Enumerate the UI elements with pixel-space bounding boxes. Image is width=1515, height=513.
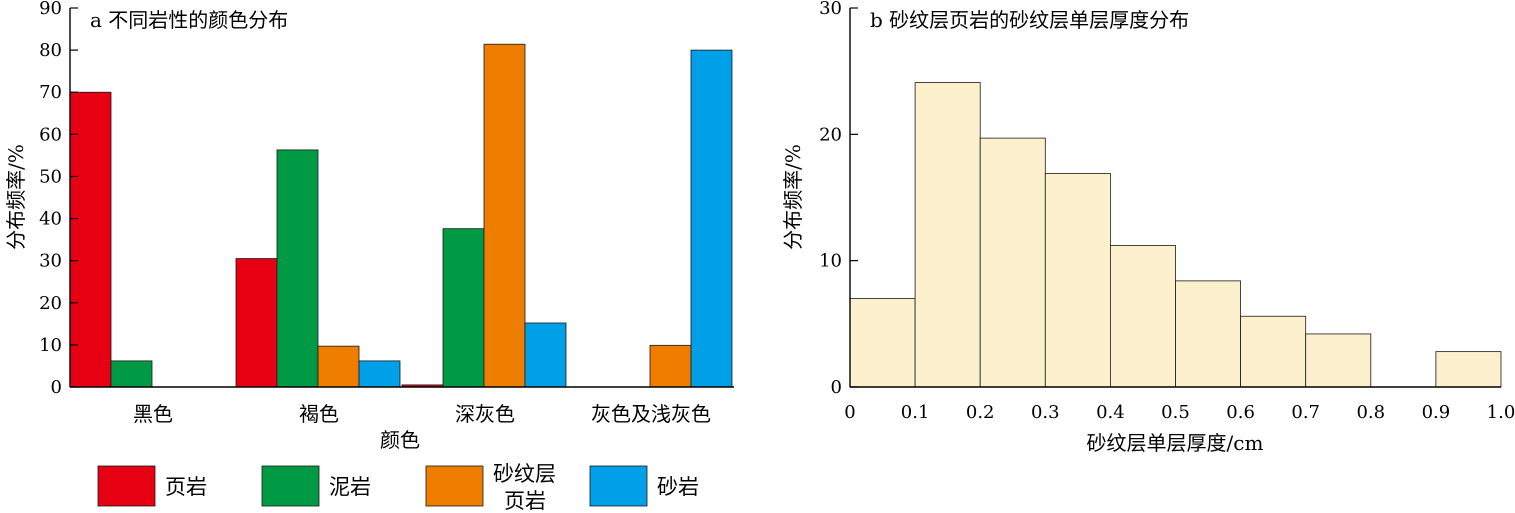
- chart-a-bar: [110, 360, 153, 388]
- chart-a-legend: 页岩 泥岩 砂纹层 页岩 砂岩: [97, 462, 699, 513]
- chart-a-y-tick-label: 70: [39, 82, 62, 103]
- chart-b-x-tick-label: 0.7: [1291, 402, 1320, 423]
- legend-swatch-shale: [97, 465, 156, 507]
- chart-a-y-tick-label: 50: [39, 166, 62, 187]
- chart-b-x-tick-label: 0.9: [1422, 402, 1451, 423]
- chart-a-bar: [317, 345, 360, 388]
- chart-b-x-tick-label: 0.4: [1096, 402, 1125, 423]
- chart-a-y-label: 分布频率/%: [4, 144, 28, 250]
- chart-b-y-tick-label: 0: [831, 377, 842, 398]
- chart-a-y-tick-label: 40: [39, 209, 62, 230]
- chart-b-histogram-bar: [914, 82, 981, 388]
- chart-a-color-distribution: a 不同岩性的颜色分布 0 10 20 30 40 50 60 70 80 90 黑色 褐色 深灰色 灰…: [4, 0, 734, 452]
- chart-b-y-tick-label: 10: [819, 251, 842, 272]
- chart-a-bar: [235, 258, 278, 388]
- chart-a-bar: [358, 360, 401, 388]
- chart-b-x-tick-label: 0.2: [966, 402, 995, 423]
- chart-a-bar: [524, 322, 567, 388]
- chart-a-y-ticks: 0 10 20 30 40 50 60 70 80 90: [39, 0, 78, 398]
- chart-a-category-label: 褐色: [299, 402, 339, 426]
- chart-a-bar: [69, 91, 112, 388]
- legend-label-ripple-shale-line2: 页岩: [504, 489, 546, 513]
- chart-b-y-ticks: 0 10 20 30: [819, 0, 858, 398]
- chart-a-x-categories: 黑色 褐色 深灰色 灰色及浅灰色: [133, 402, 711, 426]
- chart-a-y-tick-label: 10: [39, 335, 62, 356]
- legend-label-shale: 页岩: [165, 475, 207, 499]
- chart-a-bars: [69, 43, 733, 388]
- chart-b-histogram-bar: [1044, 173, 1111, 388]
- chart-b-histogram-bar: [979, 137, 1046, 388]
- chart-b-y-label: 分布频率/%: [781, 144, 805, 250]
- chart-a-y-tick-label: 80: [39, 40, 62, 61]
- chart-b-histogram-bar: [1110, 245, 1176, 388]
- chart-b-histogram-bar: [1305, 333, 1372, 388]
- chart-a-category-label: 黑色: [133, 402, 173, 426]
- chart-a-bar: [276, 149, 319, 388]
- chart-a-y-tick-label: 30: [39, 251, 62, 272]
- chart-a-y-tick-label: 90: [39, 0, 62, 19]
- legend-label-ripple-shale-line1: 砂纹层: [493, 462, 556, 486]
- chart-b-y-tick-label: 20: [819, 124, 842, 145]
- chart-b-bars: [849, 82, 1502, 388]
- chart-a-y-tick-label: 60: [39, 124, 62, 145]
- legend-label-sandstone: 砂岩: [657, 475, 699, 499]
- chart-b-title: b 砂纹层页岩的砂纹层单层厚度分布: [870, 8, 1189, 32]
- chart-a-category-label: 灰色及浅灰色: [591, 402, 711, 426]
- chart-b-x-label: 砂纹层单层厚度/cm: [1087, 431, 1264, 455]
- chart-b-y-tick-label: 30: [819, 0, 842, 19]
- chart-b-histogram-bar: [1435, 351, 1502, 388]
- chart-b-x-tick-label: 0.5: [1161, 402, 1190, 423]
- chart-a-y-tick-label: 0: [51, 377, 62, 398]
- chart-b-x-tick-label: 0.6: [1226, 402, 1255, 423]
- chart-b-x-tick-label: 0.8: [1356, 402, 1385, 423]
- chart-a-y-tick-label: 20: [39, 293, 62, 314]
- chart-b-x-tick-label: 1.0: [1487, 402, 1515, 423]
- chart-b-x-tick-label: 0.3: [1031, 402, 1060, 423]
- chart-a-bar: [483, 43, 526, 388]
- chart-a-title: a 不同岩性的颜色分布: [90, 8, 288, 32]
- legend-swatch-ripple-shale: [425, 465, 484, 507]
- chart-b-histogram-bar: [1175, 280, 1241, 388]
- chart-a-bar: [442, 228, 485, 388]
- chart-b-x-ticks: 0 0.1 0.2 0.3 0.4 0.5 0.6 0.7 0.8 0.9 1.0: [844, 402, 1515, 423]
- chart-a-bar: [649, 344, 692, 388]
- legend-swatch-mudstone: [261, 465, 320, 507]
- chart-b-histogram-bar: [849, 298, 916, 388]
- legend-swatch-sandstone: [589, 465, 648, 507]
- chart-a-x-label: 颜色: [380, 428, 420, 452]
- chart-b-x-tick-label: 0: [844, 402, 855, 423]
- chart-a-category-label: 深灰色: [455, 402, 515, 426]
- chart-b-x-tick-label: 0.1: [901, 402, 930, 423]
- chart-b-histogram-bar: [1240, 315, 1307, 388]
- chart-a-bar: [690, 49, 733, 388]
- legend-label-mudstone: 泥岩: [329, 475, 371, 499]
